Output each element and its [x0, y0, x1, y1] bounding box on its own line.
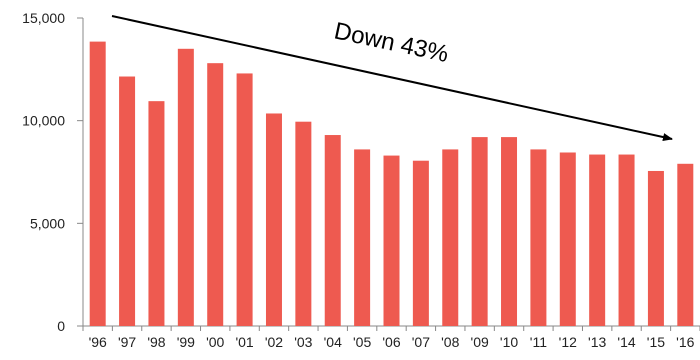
bar	[148, 101, 165, 326]
x-tick-label: '98	[147, 334, 165, 350]
x-tick-label: '14	[617, 334, 635, 350]
bar	[324, 135, 341, 326]
bar	[647, 170, 664, 326]
bar	[236, 73, 253, 326]
x-tick-label: '04	[324, 334, 342, 350]
x-tick-label: '03	[294, 334, 312, 350]
x-tick-label: '16	[676, 334, 694, 350]
x-tick-label: '99	[177, 334, 195, 350]
y-tick-label: 5,000	[30, 215, 65, 231]
bar	[383, 155, 400, 326]
x-tick-label: '97	[118, 334, 136, 350]
y-tick-label: 15,000	[22, 10, 65, 26]
x-tick-label: '01	[235, 334, 253, 350]
bars	[89, 41, 694, 327]
trend-arrow	[111, 15, 673, 141]
bar	[501, 137, 518, 326]
x-tick-label: '10	[500, 334, 518, 350]
x-tick-label: '09	[471, 334, 489, 350]
bar	[295, 121, 312, 327]
bar	[412, 160, 429, 326]
bar	[530, 149, 547, 326]
x-tick-label: '02	[265, 334, 283, 350]
y-tick-label: 10,000	[22, 113, 65, 129]
bar	[471, 137, 488, 326]
x-tick-label: '05	[353, 334, 371, 350]
x-axis: '96 '97 '98 '99 '00 '01 '02 '03 '04 '05 '06 '07 '08 '…	[82, 325, 700, 350]
bar	[442, 149, 459, 326]
x-tick-label: '07	[412, 334, 430, 350]
x-tick-label: '13	[588, 334, 606, 350]
x-tick-label: '06	[382, 334, 400, 350]
x-tick-label: '11	[530, 334, 547, 350]
bar	[177, 48, 194, 327]
bar	[559, 152, 576, 326]
x-tick-label: '08	[441, 334, 459, 350]
annotation-text: Down 43%	[332, 17, 451, 68]
bar	[265, 113, 282, 326]
bar	[207, 63, 224, 326]
x-tick-label: '00	[206, 334, 224, 350]
x-tick-label: '12	[559, 334, 577, 350]
x-tick-label: '96	[89, 334, 107, 350]
bar	[589, 154, 606, 326]
bar	[119, 76, 136, 327]
bar	[618, 154, 635, 326]
x-tick-label: '15	[647, 334, 665, 350]
bar	[89, 41, 106, 326]
bar	[677, 163, 694, 326]
bar	[354, 149, 371, 326]
y-axis: 0 5,000 10,000 15,000	[22, 10, 84, 334]
y-tick-label: 0	[57, 318, 65, 334]
